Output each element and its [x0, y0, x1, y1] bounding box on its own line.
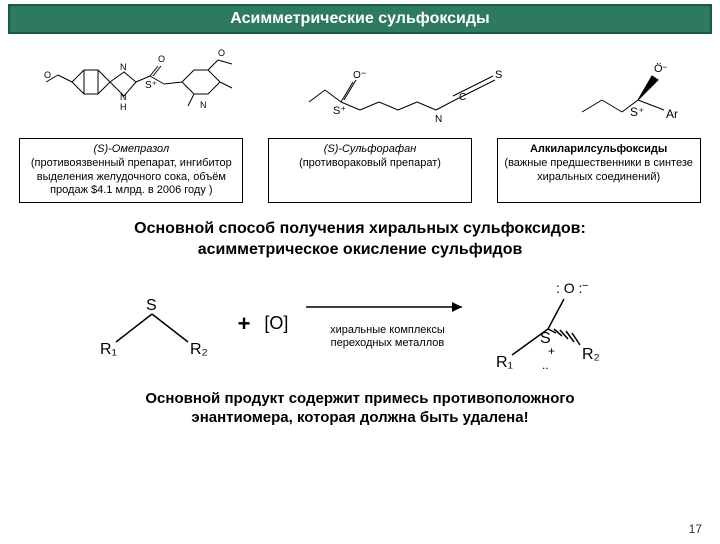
label-S: S: [495, 69, 502, 81]
label-Splus: S⁺: [630, 105, 644, 119]
structure-omeprazole: O N N H S⁺ O N O: [32, 42, 252, 132]
box-name: Алкиларилсульфоксиды: [530, 143, 667, 155]
label-O: O: [158, 54, 165, 64]
label-minus: −: [662, 62, 667, 72]
structure-sulforaphane: S⁺ O − N C S: [295, 42, 525, 132]
reaction-arrow: хиральные комплексы переходных металлов: [302, 297, 472, 350]
conclusion-text: Основной продукт содержит примесь против…: [0, 385, 720, 428]
box-omeprazole: (S)-Омепразол (противоязвенный препарат,…: [19, 138, 243, 203]
label-N: N: [120, 92, 127, 102]
label-N: N: [120, 62, 127, 72]
label-dots: ..: [656, 56, 662, 67]
label-R1: R₁: [496, 354, 513, 371]
label-N: N: [200, 100, 207, 110]
structure-alkylaryl: S⁺ O − .. Ar: [568, 42, 688, 132]
oxidant-label: [O]: [264, 313, 288, 334]
label-Ar: Ar: [666, 107, 678, 121]
box-name: (S)-Сульфорафан: [324, 143, 417, 155]
reaction-scheme: R₁ S R₂ + [O] хиральные комплексы перехо…: [0, 265, 720, 385]
slide-title: Асимметрические сульфоксиды: [8, 4, 712, 34]
structure-sulfide: R₁ S R₂: [94, 284, 224, 364]
label-H: H: [120, 102, 127, 112]
box-alkylaryl: Алкиларилсульфоксиды (важные предшествен…: [497, 138, 701, 203]
label-R2: R₂: [582, 346, 600, 363]
box-desc: (противоязвенный препарат, ингибитор выд…: [31, 157, 232, 197]
label-minus: −: [582, 280, 588, 292]
label-Splus: S⁺: [333, 105, 346, 117]
label-dots: ..: [542, 358, 549, 372]
plus-sign: +: [238, 311, 251, 337]
label-Ominus: : O :: [556, 280, 582, 296]
label-S: S: [146, 297, 157, 314]
description-boxes: (S)-Омепразол (противоязвенный препарат,…: [0, 132, 720, 213]
box-desc: (противораковый препарат): [299, 157, 441, 169]
structure-sulfoxide-product: R₁ S + R₂ : O : − ..: [486, 269, 626, 379]
label-N: N: [435, 114, 442, 125]
box-name: (S)-Омепразол: [93, 143, 169, 155]
label-R1: R₁: [100, 341, 117, 358]
arrow-label-2: переходных металлов: [331, 337, 445, 349]
label-plus: +: [548, 344, 555, 358]
box-sulforaphane: (S)-Сульфорафан (противораковый препарат…: [268, 138, 472, 203]
label-minus: −: [361, 68, 366, 78]
page-number: 17: [689, 522, 702, 536]
structures-row: O N N H S⁺ O N O S⁺ O: [0, 42, 720, 132]
box-desc: (важные предшественники в синтезе хираль…: [504, 157, 692, 183]
main-method-heading: Основной способ получения хиральных суль…: [0, 213, 720, 265]
label-C: C: [459, 92, 466, 103]
label-O: O: [218, 48, 225, 58]
label-Splus: S⁺: [145, 80, 157, 91]
label-O: O: [44, 70, 51, 80]
label-O: O: [353, 70, 361, 81]
label-R2: R₂: [190, 341, 208, 358]
arrow-label-1: хиральные комплексы: [330, 324, 445, 336]
